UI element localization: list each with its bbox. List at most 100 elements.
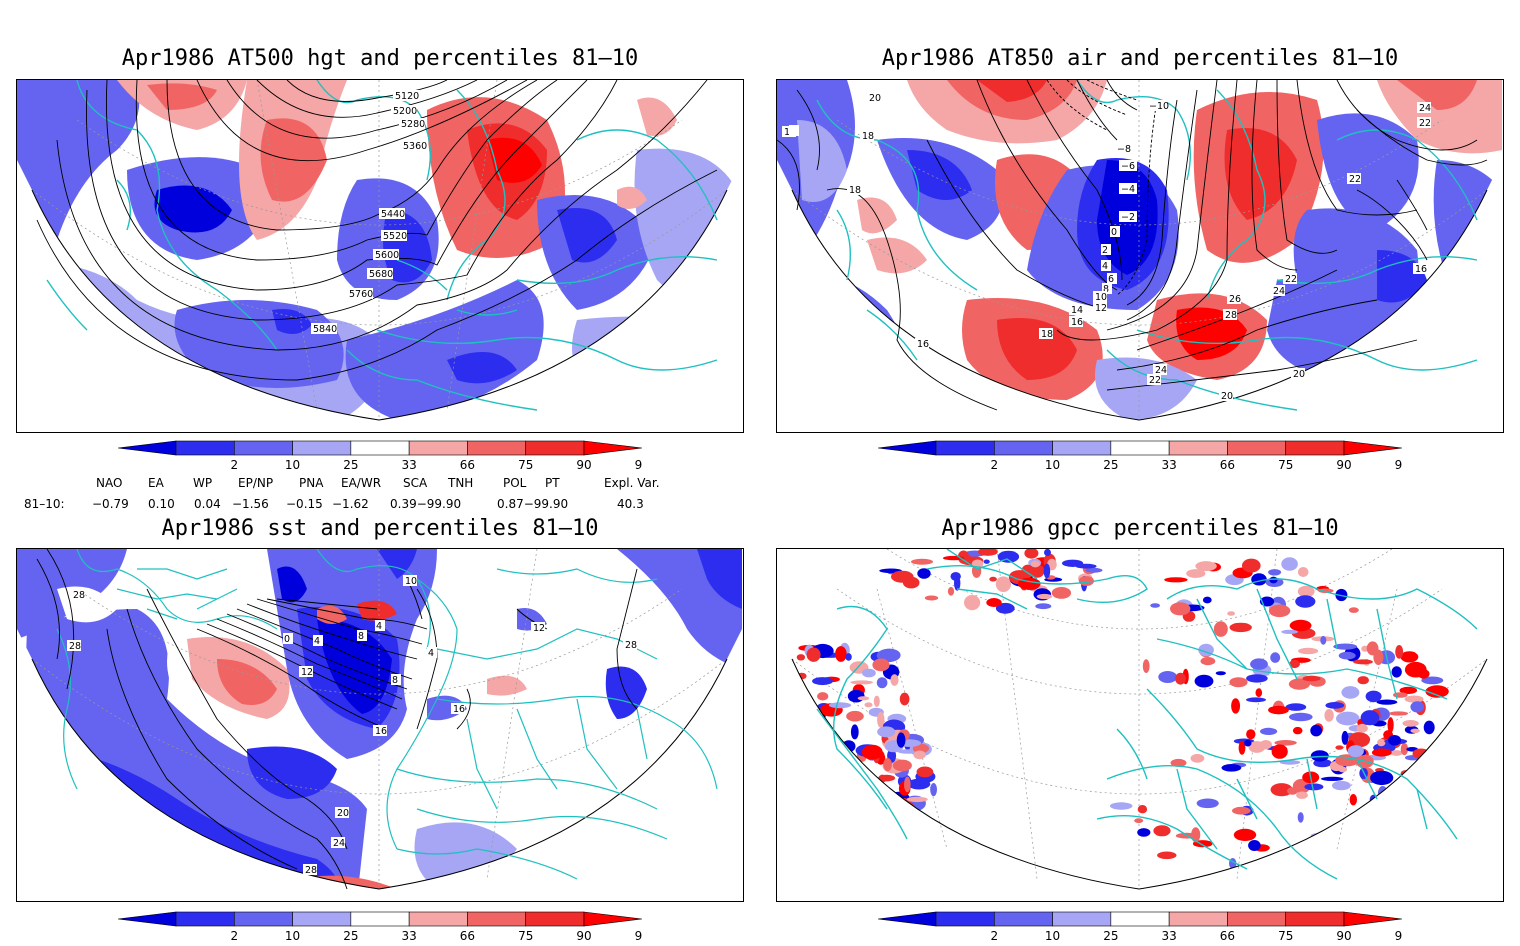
colorbar-tick-label: 25 [343,458,358,472]
precip-anomaly-patch [1051,587,1072,599]
index-header: PT [545,476,560,490]
colorbar-tick-label: 25 [343,929,358,943]
precip-anomaly-patch [986,598,1002,607]
contour-label: 28 [73,590,85,601]
precip-anomaly-patch [850,680,873,685]
colorbar-segment [525,911,585,927]
precip-anomaly-patch [1269,576,1278,584]
precip-anomaly-patch [1274,740,1297,746]
contour-label: 24 [1273,286,1285,297]
precip-anomaly-patch [1194,674,1214,688]
contour-label: 4 [1102,261,1108,272]
colorbar-segment [1168,911,1228,927]
contour-label: 24 [1419,103,1431,114]
precip-anomaly-patch [887,840,906,851]
precip-anomaly-patch [883,758,892,772]
contour-label: 5520 [383,231,407,242]
precip-anomaly-patch [1233,828,1257,841]
precip-anomaly-patch [1406,812,1425,824]
precip-anomaly-patch [1402,720,1419,727]
colorbar-tick-label: 75 [1278,458,1293,472]
contour-label: 4 [376,621,382,632]
contour-label: 5840 [313,324,337,335]
colorbar-segment [935,911,995,927]
contour-label: 12 [1095,303,1107,314]
contour-label: −10 [1149,101,1169,112]
precip-anomaly-patch [912,743,929,754]
precip-anomaly-patch [1376,699,1398,705]
colorbar-tick-label: 90 [1336,458,1351,472]
contour-label: 5360 [403,141,427,152]
precip-anomaly-patch [1388,735,1402,746]
precip-anomaly-patch [1404,695,1424,703]
colorbar-tick-label: 66 [1220,458,1235,472]
percentile-shading [777,80,1502,420]
index-header: PNA [299,476,324,490]
precip-anomaly-patch [1400,743,1409,756]
precip-anomaly-patch [1200,657,1216,666]
index-value: 0.39−99.90 [390,497,462,511]
precip-anomaly-patch [891,839,904,850]
precip-anomaly-patch [1153,825,1171,837]
precip-anomaly-patch [904,776,911,793]
precip-anomaly-patch [1195,561,1217,572]
precip-anomaly-patch [846,710,864,722]
index-value: −1.62 [332,497,369,511]
index-header: NAO [96,476,123,490]
precip-anomaly-patch [1297,567,1309,577]
precip-anomaly-patch [796,713,821,722]
colorbar-arrow-low [118,440,177,456]
colorbar-tick-label: 98 [635,929,642,943]
precip-anomaly-patch [1259,740,1272,750]
precip-anomaly-patch [857,696,870,701]
colorbar-segment [233,911,293,927]
colorbar-segment [233,440,293,456]
precip-anomaly-patch [862,668,876,678]
hemisphere-edge [31,658,728,890]
precip-anomaly-patch [820,735,831,751]
precip-anomaly-patch [817,730,833,741]
precip-anomaly-patch [1368,843,1386,857]
precip-anomaly-patch [1281,629,1298,634]
coastlines [46,80,718,411]
precip-anomaly-patch [1390,750,1403,756]
index-value: 0.87−99.90 [497,497,569,511]
precip-anomaly-patch [1109,802,1133,810]
precip-anomaly-patch [1191,827,1201,843]
precip-anomaly-patch [1238,740,1246,755]
precip-anomaly-patch [1420,754,1444,764]
contour-label: 10 [1095,292,1107,303]
graticule [31,549,728,889]
precip-anomaly-patch [1043,563,1051,579]
precip-anomaly-patch [1341,686,1360,699]
precip-anomaly-patch [916,766,934,778]
contour-label: 8 [1103,284,1109,295]
hemisphere-edge [31,189,728,421]
colorbar-segment [1110,911,1170,927]
index-header: EA [148,476,164,490]
precip-anomaly-patch [1158,671,1178,683]
contour-label: 2 [1102,245,1108,256]
index-value: −0.79 [92,497,129,511]
precip-anomaly-patch [983,559,990,564]
precip-anomaly-patch [1296,791,1308,799]
precip-anomaly-patch [1371,748,1392,757]
precip-anomaly-patch [1325,702,1345,709]
contour-label: 12 [533,623,545,634]
contour-label: 18 [849,185,861,196]
colorbar-segment [350,911,410,927]
precip-anomaly-patch [1400,651,1419,663]
precip-anomaly-patch [1244,739,1252,747]
colorbar-segment [1285,911,1345,927]
contour-label: 5120 [395,91,419,102]
precip-anomaly-patch [906,796,928,803]
precip-anomaly-patch [1030,560,1040,568]
colorbar-segment [1227,911,1287,927]
precip-anomaly-patch [1297,812,1304,823]
colorbar-segment [993,911,1053,927]
precip-anomaly-patch [1416,811,1435,817]
contour-label: 26 [1229,294,1241,305]
precip-anomaly-patch [1268,604,1291,618]
precip-anomaly-patch [1289,659,1300,669]
precip-anomaly-patch [1341,730,1349,745]
